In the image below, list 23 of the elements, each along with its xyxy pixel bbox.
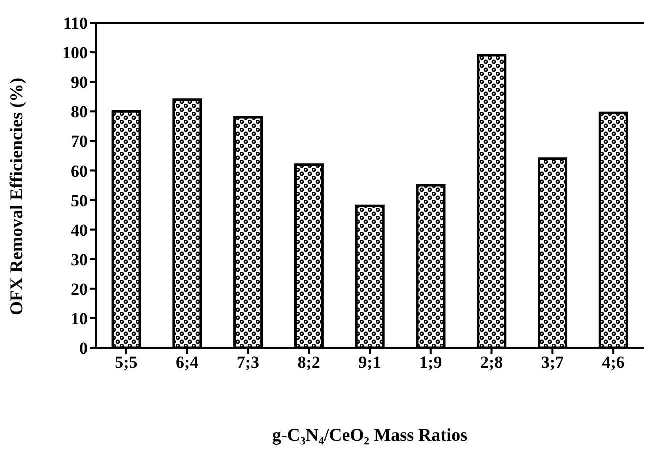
x-tick-label: 6;4 bbox=[176, 353, 200, 372]
y-tick-label: 30 bbox=[71, 250, 88, 270]
y-tick-label: 20 bbox=[71, 280, 88, 299]
y-tick-label: 60 bbox=[71, 162, 88, 181]
y-tick-label: 100 bbox=[62, 44, 88, 63]
y-tick-label: 90 bbox=[71, 73, 88, 92]
y-tick-label: 40 bbox=[71, 220, 88, 240]
x-tick-label: 3;7 bbox=[541, 353, 564, 372]
x-tick-label: 9;1 bbox=[358, 353, 382, 372]
x-axis-title: g-C₃N₄/CeO₂ Mass Ratios bbox=[272, 424, 468, 445]
x-tick-label: 8;2 bbox=[298, 353, 320, 372]
y-axis-title: OFX Removal Efficiencies (%) bbox=[6, 78, 26, 316]
y-tick-label: 80 bbox=[71, 102, 88, 122]
x-tick-label: 4;6 bbox=[602, 353, 625, 372]
y-tick-label: 10 bbox=[71, 309, 88, 328]
y-tick-label: 0 bbox=[80, 339, 88, 358]
y-tick-label: 110 bbox=[63, 14, 88, 34]
x-tick-label: 2;8 bbox=[480, 353, 504, 372]
y-tick-label: 50 bbox=[71, 191, 88, 210]
x-tick-label: 7;3 bbox=[236, 353, 260, 372]
x-tick-label: 5;5 bbox=[115, 353, 138, 372]
y-tick-label: 70 bbox=[71, 132, 88, 152]
x-tick-label: 1;9 bbox=[420, 353, 442, 372]
